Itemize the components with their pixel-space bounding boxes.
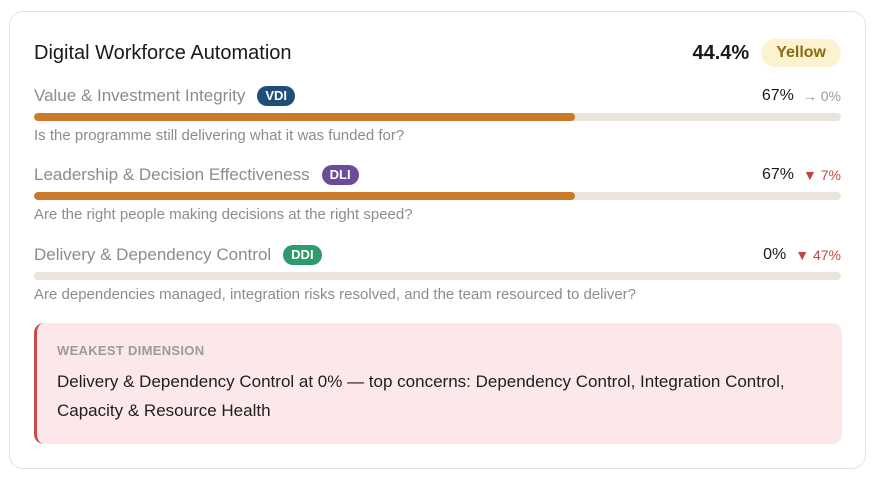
dimension-row-vdi: Value & Investment Integrity VDI 67% → 0… [34,84,841,144]
dimension-percent: 67% [761,166,795,183]
dimension-name: Delivery & Dependency Control [34,245,272,264]
status-badge: Yellow [761,39,841,67]
callout-label: WEAKEST DIMENSION [57,343,205,358]
dimension-question: Are dependencies managed, integration ri… [34,286,637,303]
progress-track [34,113,841,121]
overall-score: 44.4% [692,41,750,64]
dimension-row-ddi: Delivery & Dependency Control DDI 0% ▼ 4… [34,243,841,303]
dimension-code-badge: VDI [257,86,296,106]
dimension-delta: ▼ 7% [803,167,841,183]
dimension-question: Is the programme still delivering what i… [34,127,405,144]
progress-track [34,272,841,280]
card-header: Digital Workforce Automation 44.4% Yello… [34,38,841,68]
weakest-dimension-callout: WEAKEST DIMENSION Delivery & Dependency … [34,323,842,444]
workstream-title: Digital Workforce Automation [34,41,292,64]
callout-text: Delivery & Dependency Control at 0% — to… [57,372,785,420]
dimension-code-badge: DDI [283,245,322,265]
dimension-name: Value & Investment Integrity [34,86,246,105]
dimension-name: Leadership & Decision Effectiveness [34,165,310,184]
workstream-card: Digital Workforce Automation 44.4% Yello… [9,11,866,469]
dimension-delta: ▼ 47% [795,247,841,263]
dimension-delta: → 0% [802,88,841,104]
progress-fill [34,113,575,121]
dimension-question: Are the right people making decisions at… [34,206,413,223]
dimension-row-dli: Leadership & Decision Effectiveness DLI … [34,163,841,223]
header-score-group: 44.4% Yellow [692,39,841,67]
dimension-percent: 67% [761,87,794,104]
dimension-code-badge: DLI [321,165,359,185]
progress-fill [34,192,575,200]
progress-track [34,192,841,200]
dimension-percent: 0% [763,246,787,263]
